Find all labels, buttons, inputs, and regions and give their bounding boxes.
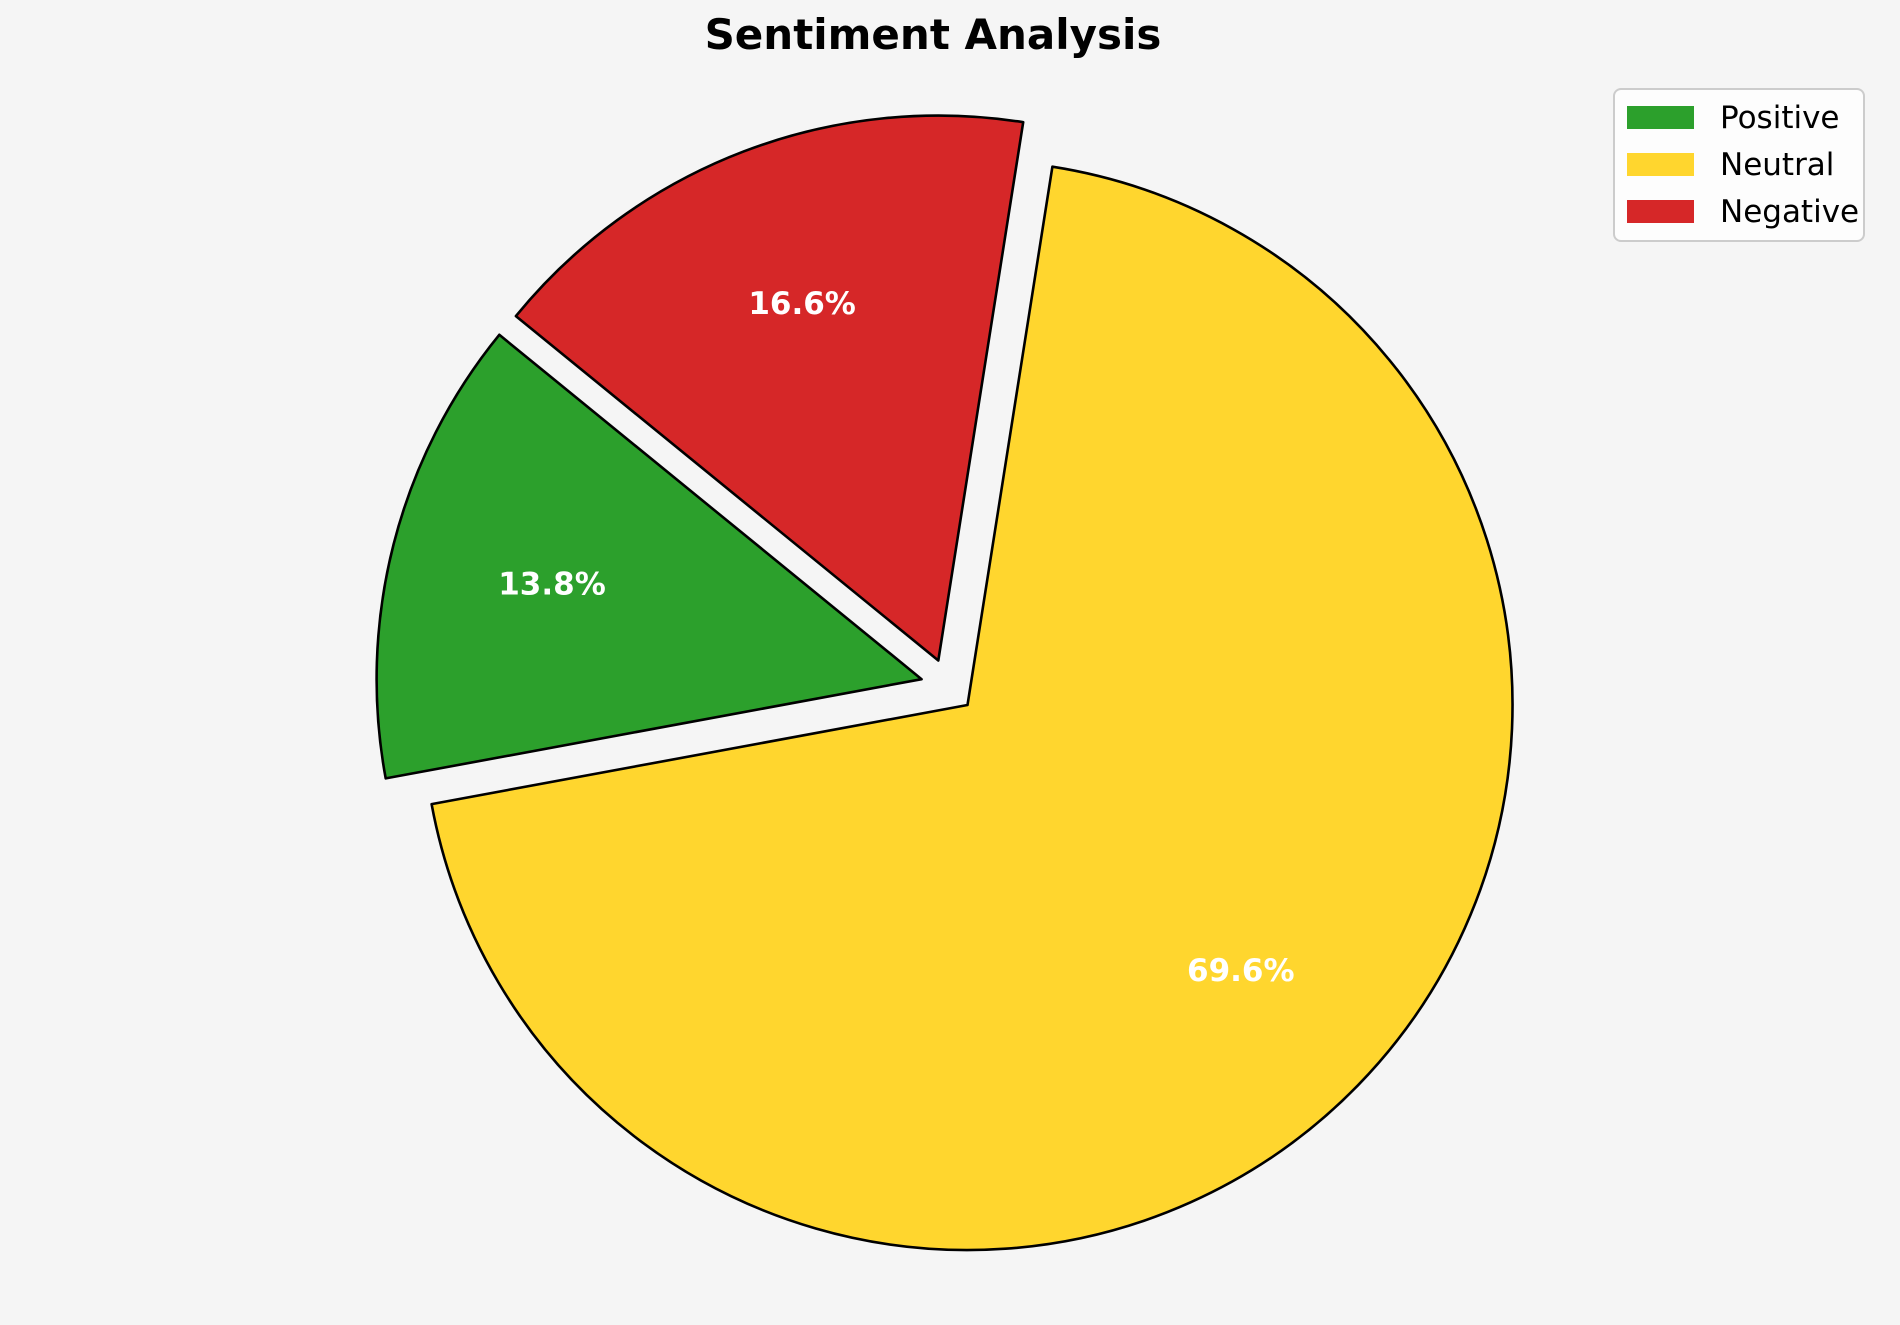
legend-label-negative: Negative xyxy=(1720,193,1860,230)
legend-item-positive: Positive xyxy=(1615,94,1863,141)
pie-slice-neutral xyxy=(430,165,1514,1252)
pct-label-positive: 13.8% xyxy=(498,567,606,603)
legend: Positive Neutral Negative xyxy=(1613,88,1865,242)
legend-label-positive: Positive xyxy=(1720,99,1840,136)
pie-slice-negative xyxy=(514,114,1025,662)
legend-swatch-negative xyxy=(1627,200,1694,223)
legend-item-negative: Negative xyxy=(1615,188,1863,235)
legend-label-neutral: Neutral xyxy=(1720,146,1835,183)
legend-swatch-positive xyxy=(1627,106,1694,129)
pct-label-neutral: 69.6% xyxy=(1187,953,1295,989)
pct-label-negative: 16.6% xyxy=(748,286,856,322)
legend-swatch-neutral xyxy=(1627,153,1694,176)
chart-title: Sentiment Analysis xyxy=(704,10,1162,59)
legend-item-neutral: Neutral xyxy=(1615,141,1863,188)
pie-slice-positive xyxy=(375,333,923,780)
